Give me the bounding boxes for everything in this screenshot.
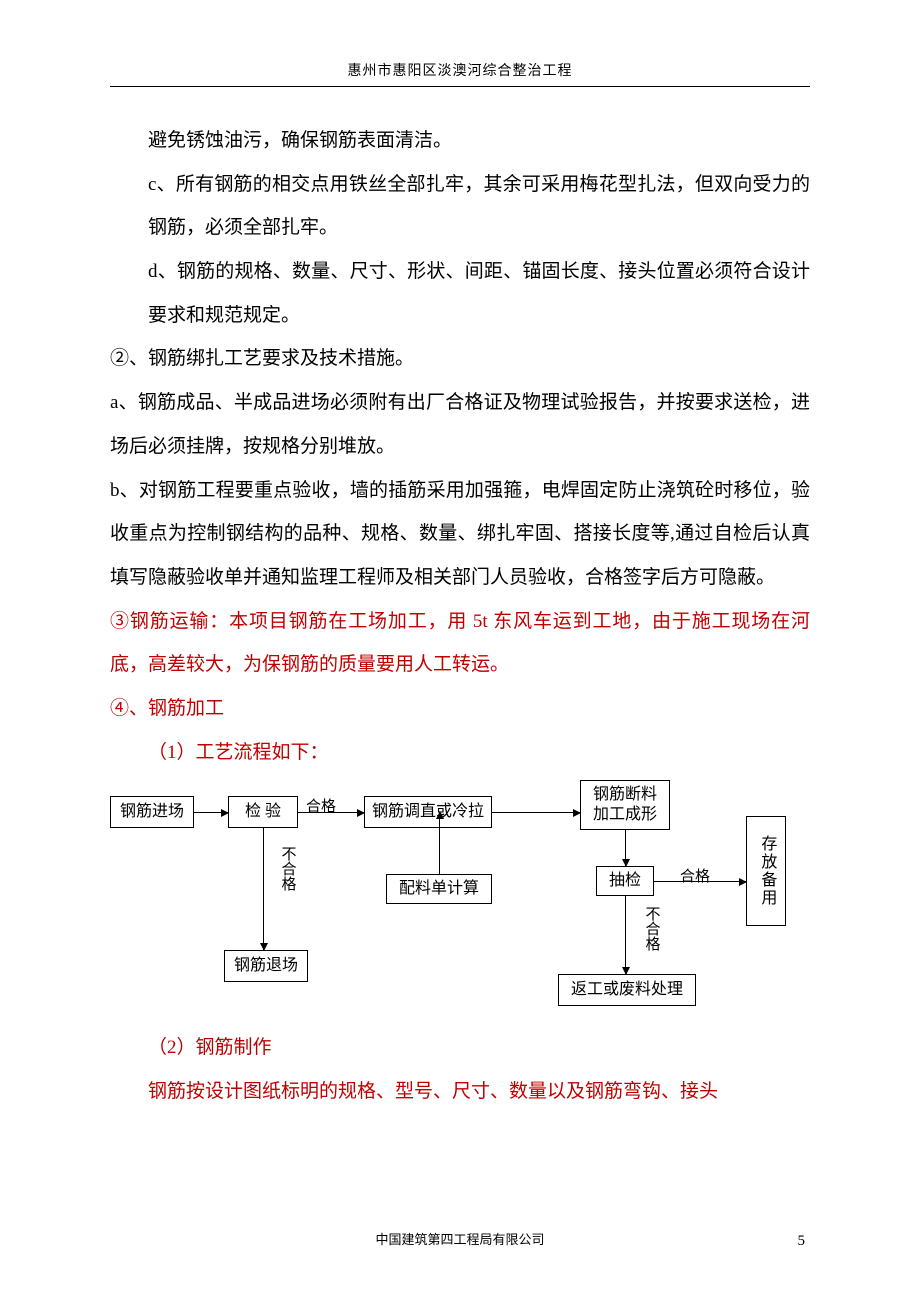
flow-arrow <box>263 828 264 950</box>
flow-node: 检 验 <box>228 796 298 828</box>
flow-label: 合格 <box>680 860 710 895</box>
flow-label: 不合格 <box>270 846 305 891</box>
header-title: 惠州市惠阳区淡澳河综合整治工程 <box>348 64 573 79</box>
flowchart: 钢筋进场 检 验 钢筋调直或冷拉 钢筋断料加工成形抽检 存放备用配料单计算钢筋退场返工或… <box>110 778 810 1018</box>
paragraph: d、钢筋的规格、数量、尺寸、形状、间距、锚固长度、接头位置必须符合设计要求和规范… <box>110 250 810 337</box>
page-number: 5 <box>798 1233 806 1250</box>
flow-node: 配料单计算 <box>386 874 492 904</box>
flow-arrow <box>194 812 228 813</box>
flow-arrow <box>654 881 746 882</box>
flow-node: 存放备用 <box>746 816 786 926</box>
flow-node: 钢筋退场 <box>224 950 308 982</box>
flow-arrow <box>439 812 440 874</box>
paragraph: 避免锈蚀油污，确保钢筋表面清洁。 <box>110 119 810 163</box>
flow-node: 钢筋进场 <box>110 796 194 828</box>
flow-arrow <box>625 896 626 974</box>
paragraph-red: ④、钢筋加工 <box>110 687 810 731</box>
flow-arrow <box>492 812 580 813</box>
flow-arrow <box>625 830 626 866</box>
flow-node: 返工或废料处理 <box>558 974 696 1006</box>
page-header: 惠州市惠阳区淡澳河综合整治工程 <box>110 60 810 87</box>
paragraph: ②、钢筋绑扎工艺要求及技术措施。 <box>110 337 810 381</box>
flow-arrow <box>298 812 364 813</box>
flow-label: 不合格 <box>634 906 669 951</box>
flow-node: 抽检 <box>596 866 654 896</box>
paragraph: a、钢筋成品、半成品进场必须附有出厂合格证及物理试验报告，并按要求送检，进场后必… <box>110 381 810 468</box>
flow-node: 钢筋断料加工成形 <box>580 780 670 830</box>
flow-label: 合格 <box>306 790 336 825</box>
paragraph-red: ③钢筋运输：本项目钢筋在工场加工，用 5t 东风车运到工地，由于施工现场在河底，… <box>110 600 810 687</box>
document-page: 惠州市惠阳区淡澳河综合整治工程 避免锈蚀油污，确保钢筋表面清洁。 c、所有钢筋的… <box>0 0 920 1302</box>
page-footer: 中国建筑第四工程局有限公司 <box>0 1229 920 1248</box>
footer-org: 中国建筑第四工程局有限公司 <box>375 1232 544 1247</box>
paragraph-red: 钢筋按设计图纸标明的规格、型号、尺寸、数量以及钢筋弯钩、接头 <box>110 1070 810 1114</box>
paragraph: b、对钢筋工程要重点验收，墙的插筋采用加强箍，电焊固定防止浇筑砼时移位，验收重点… <box>110 469 810 600</box>
paragraph-red: （1）工艺流程如下： <box>110 731 810 775</box>
paragraph-red: （2）钢筋制作 <box>110 1026 810 1070</box>
body-content: 避免锈蚀油污，确保钢筋表面清洁。 c、所有钢筋的相交点用铁丝全部扎牢，其余可采用… <box>110 119 810 1114</box>
flow-node: 钢筋调直或冷拉 <box>364 796 492 828</box>
paragraph: c、所有钢筋的相交点用铁丝全部扎牢，其余可采用梅花型扎法，但双向受力的钢筋，必须… <box>110 163 810 250</box>
